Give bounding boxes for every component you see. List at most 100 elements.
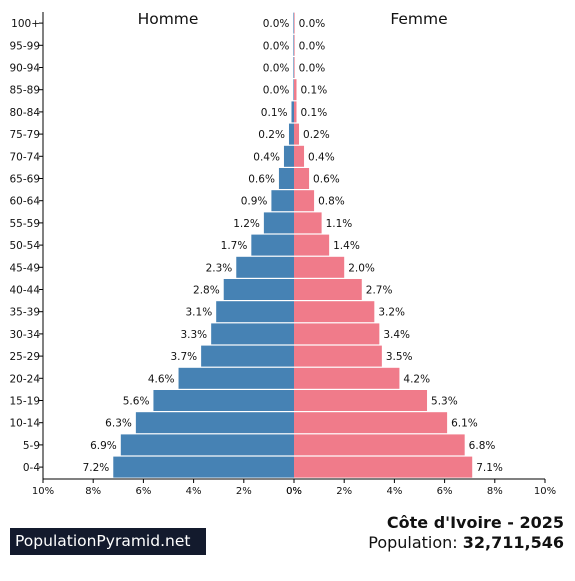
female-bar (294, 367, 400, 389)
population-pyramid-chart: 100+ 0.0% 0.0% 95-99 0.0% 0.0% 90-94 0.0% 0.0% 85… (9, 10, 556, 497)
male-bar (135, 412, 294, 434)
age-label: 70-74 (9, 151, 40, 163)
male-value-label: 6.3% (105, 418, 132, 430)
female-value-label: 1.1% (326, 218, 353, 230)
female-bar (294, 34, 295, 56)
age-label: 85-89 (9, 85, 40, 97)
female-bar (294, 412, 448, 434)
female-bar (294, 456, 473, 478)
age-label: 80-84 (9, 107, 40, 119)
male-bar (251, 234, 294, 256)
male-value-label: 1.7% (221, 240, 248, 252)
male-bar (211, 323, 294, 345)
male-bar (216, 301, 294, 323)
male-value-label: 0.0% (263, 18, 290, 30)
x-tick-label-right: 10% (534, 486, 556, 497)
female-value-label: 0.0% (299, 40, 326, 52)
female-bar (294, 145, 305, 167)
male-value-label: 3.1% (186, 307, 213, 319)
male-value-label: 0.0% (263, 40, 290, 52)
x-tick-label-left: 4% (186, 486, 202, 497)
female-value-label: 3.2% (378, 307, 405, 319)
female-value-label: 0.0% (299, 18, 326, 30)
female-bar (294, 301, 375, 323)
female-value-label: 2.7% (366, 285, 393, 297)
age-label: 75-79 (9, 129, 40, 141)
male-value-label: 1.2% (233, 218, 260, 230)
female-bar (294, 168, 310, 189)
brand-logo[interactable]: PopulationPyramid.net (10, 528, 206, 555)
male-bar (201, 345, 294, 367)
female-value-label: 3.4% (383, 329, 410, 341)
male-bar (120, 434, 294, 456)
female-bar (294, 390, 428, 411)
female-value-label: 1.4% (333, 240, 360, 252)
age-label: 65-69 (9, 174, 40, 186)
age-label: 5-9 (23, 440, 40, 452)
male-bar (283, 145, 294, 167)
male-value-label: 0.0% (263, 85, 290, 97)
male-bar (178, 367, 294, 389)
male-value-label: 0.1% (261, 107, 288, 119)
male-bar (153, 390, 294, 411)
age-label: 10-14 (9, 418, 40, 430)
age-label: 95-99 (9, 40, 40, 52)
female-bar (294, 123, 300, 145)
male-value-label: 0.4% (253, 151, 280, 163)
female-value-label: 3.5% (386, 351, 413, 363)
age-label: 55-59 (9, 218, 40, 230)
age-label: 20-24 (9, 373, 40, 385)
male-bar (263, 212, 294, 234)
male-bar (293, 57, 294, 78)
age-label: 40-44 (9, 285, 40, 297)
female-value-label: 0.1% (301, 85, 328, 97)
age-label: 45-49 (9, 262, 40, 274)
male-value-label: 7.2% (83, 462, 110, 474)
male-value-label: 3.3% (180, 329, 207, 341)
male-bar (236, 256, 294, 278)
country-year-title: Côte d'Ivoire - 2025 (386, 513, 564, 532)
male-bar (291, 101, 294, 123)
age-label: 90-94 (9, 63, 40, 75)
age-label: 30-34 (9, 329, 40, 341)
x-tick-label-right: 4% (386, 486, 402, 497)
male-bar (113, 456, 294, 478)
male-bar (278, 168, 294, 189)
female-value-label: 0.1% (301, 107, 328, 119)
female-value-label: 7.1% (476, 462, 503, 474)
series-title-femme: Femme (390, 10, 447, 28)
female-bar (294, 57, 295, 78)
female-value-label: 0.6% (313, 174, 340, 186)
male-value-label: 0.2% (258, 129, 285, 141)
male-value-label: 0.9% (241, 196, 268, 208)
female-value-label: 4.2% (403, 373, 430, 385)
age-label: 50-54 (9, 240, 40, 252)
female-value-label: 0.2% (303, 129, 330, 141)
age-label: 60-64 (9, 196, 40, 208)
male-value-label: 0.0% (263, 63, 290, 75)
x-tick-label-right: 0% (286, 486, 302, 497)
x-tick-label-right: 8% (487, 486, 503, 497)
female-value-label: 0.8% (318, 196, 345, 208)
female-bar (294, 434, 465, 456)
male-value-label: 3.7% (170, 351, 197, 363)
female-value-label: 5.3% (431, 396, 458, 408)
age-label: 0-4 (23, 462, 40, 474)
population-value: 32,711,546 (462, 533, 564, 552)
female-bar (294, 323, 380, 345)
male-bar (293, 34, 294, 56)
male-bar (293, 12, 294, 34)
female-bar (294, 256, 345, 278)
female-bar (294, 79, 297, 101)
male-bar (293, 79, 294, 101)
population-label: Population: (368, 533, 458, 552)
female-value-label: 6.1% (451, 418, 478, 430)
male-value-label: 5.6% (123, 396, 150, 408)
female-bar (294, 12, 295, 34)
age-label: 100+ (11, 18, 40, 30)
female-value-label: 2.0% (348, 262, 375, 274)
series-title-homme: Homme (138, 10, 199, 28)
x-tick-label-left: 10% (32, 486, 54, 497)
female-bar (294, 101, 297, 123)
population-total: Population: 32,711,546 (368, 533, 564, 552)
